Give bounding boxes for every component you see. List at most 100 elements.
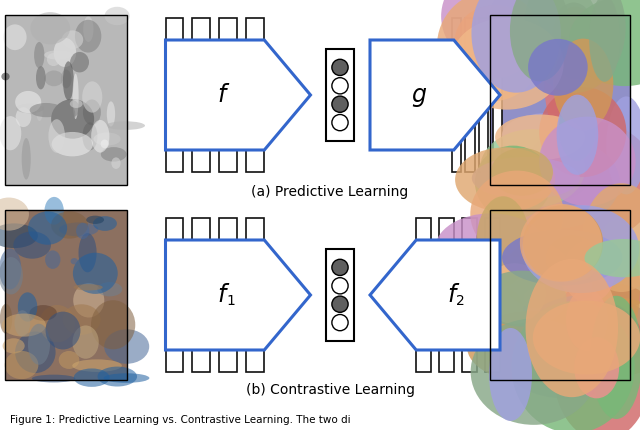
Bar (484, 218, 500, 372)
Ellipse shape (0, 304, 12, 334)
Ellipse shape (435, 213, 547, 285)
Ellipse shape (486, 137, 620, 229)
Text: (b) Contrastive Learning: (b) Contrastive Learning (246, 383, 415, 397)
Ellipse shape (15, 310, 30, 336)
Ellipse shape (36, 66, 45, 89)
Ellipse shape (63, 304, 100, 335)
Ellipse shape (70, 52, 89, 72)
Circle shape (332, 96, 348, 112)
Bar (5, 15, 127, 185)
Ellipse shape (75, 20, 101, 52)
Ellipse shape (104, 329, 149, 364)
Ellipse shape (524, 0, 626, 93)
Ellipse shape (489, 328, 532, 421)
Bar (462, 218, 477, 372)
Ellipse shape (72, 326, 99, 359)
Circle shape (332, 314, 348, 331)
Bar (490, 15, 630, 185)
Ellipse shape (533, 301, 640, 375)
Circle shape (332, 259, 348, 276)
Bar (166, 18, 184, 172)
Ellipse shape (59, 222, 99, 236)
Ellipse shape (472, 157, 580, 199)
Ellipse shape (521, 121, 640, 242)
Ellipse shape (34, 42, 44, 68)
Ellipse shape (63, 61, 74, 100)
Ellipse shape (59, 351, 79, 369)
Ellipse shape (475, 146, 552, 219)
Bar (220, 18, 237, 172)
Ellipse shape (29, 305, 57, 321)
Bar (465, 18, 475, 172)
Ellipse shape (73, 253, 118, 294)
Ellipse shape (491, 148, 553, 196)
Ellipse shape (476, 196, 530, 287)
Ellipse shape (566, 288, 607, 351)
Circle shape (332, 296, 348, 312)
Circle shape (332, 78, 348, 94)
Ellipse shape (72, 74, 79, 119)
Bar (490, 15, 630, 185)
Circle shape (332, 59, 348, 76)
Ellipse shape (553, 301, 640, 430)
Ellipse shape (70, 100, 83, 108)
Ellipse shape (70, 258, 78, 264)
Ellipse shape (522, 205, 639, 293)
Ellipse shape (551, 7, 600, 80)
Circle shape (332, 278, 348, 294)
Ellipse shape (584, 239, 640, 277)
Ellipse shape (91, 300, 135, 349)
Bar (439, 218, 454, 372)
Ellipse shape (563, 241, 615, 303)
Bar (490, 210, 630, 380)
Ellipse shape (520, 204, 602, 282)
Bar (5, 210, 127, 380)
Ellipse shape (568, 0, 640, 86)
Ellipse shape (487, 0, 598, 71)
Ellipse shape (470, 319, 597, 425)
Ellipse shape (73, 283, 104, 317)
Ellipse shape (4, 351, 38, 379)
Ellipse shape (0, 257, 23, 295)
Ellipse shape (545, 36, 580, 133)
Ellipse shape (523, 205, 603, 281)
Ellipse shape (29, 103, 63, 117)
Ellipse shape (44, 50, 73, 60)
Text: f: f (447, 283, 455, 307)
Ellipse shape (74, 369, 109, 387)
Ellipse shape (100, 140, 109, 148)
Ellipse shape (606, 96, 640, 194)
Text: 2: 2 (456, 295, 465, 308)
Ellipse shape (472, 0, 561, 93)
Ellipse shape (97, 367, 137, 387)
Ellipse shape (49, 119, 65, 153)
Ellipse shape (450, 18, 564, 110)
Ellipse shape (93, 132, 121, 145)
Bar (246, 218, 264, 372)
Bar (490, 210, 630, 380)
Ellipse shape (539, 87, 627, 177)
Ellipse shape (3, 25, 27, 50)
Ellipse shape (91, 120, 109, 153)
Ellipse shape (502, 242, 572, 308)
Ellipse shape (511, 301, 635, 430)
Text: 1: 1 (227, 295, 235, 308)
Ellipse shape (47, 53, 60, 66)
Ellipse shape (524, 295, 640, 370)
Ellipse shape (510, 0, 570, 81)
Ellipse shape (0, 116, 21, 150)
Ellipse shape (590, 296, 640, 419)
Ellipse shape (45, 197, 64, 224)
Ellipse shape (554, 3, 593, 54)
Ellipse shape (101, 147, 127, 162)
Ellipse shape (59, 104, 76, 125)
Ellipse shape (31, 12, 70, 44)
Ellipse shape (82, 81, 102, 113)
Ellipse shape (502, 230, 623, 286)
Ellipse shape (97, 282, 122, 296)
Polygon shape (166, 40, 310, 150)
Bar (5, 210, 127, 380)
Ellipse shape (441, 0, 539, 65)
Polygon shape (370, 40, 500, 150)
Ellipse shape (480, 129, 585, 208)
